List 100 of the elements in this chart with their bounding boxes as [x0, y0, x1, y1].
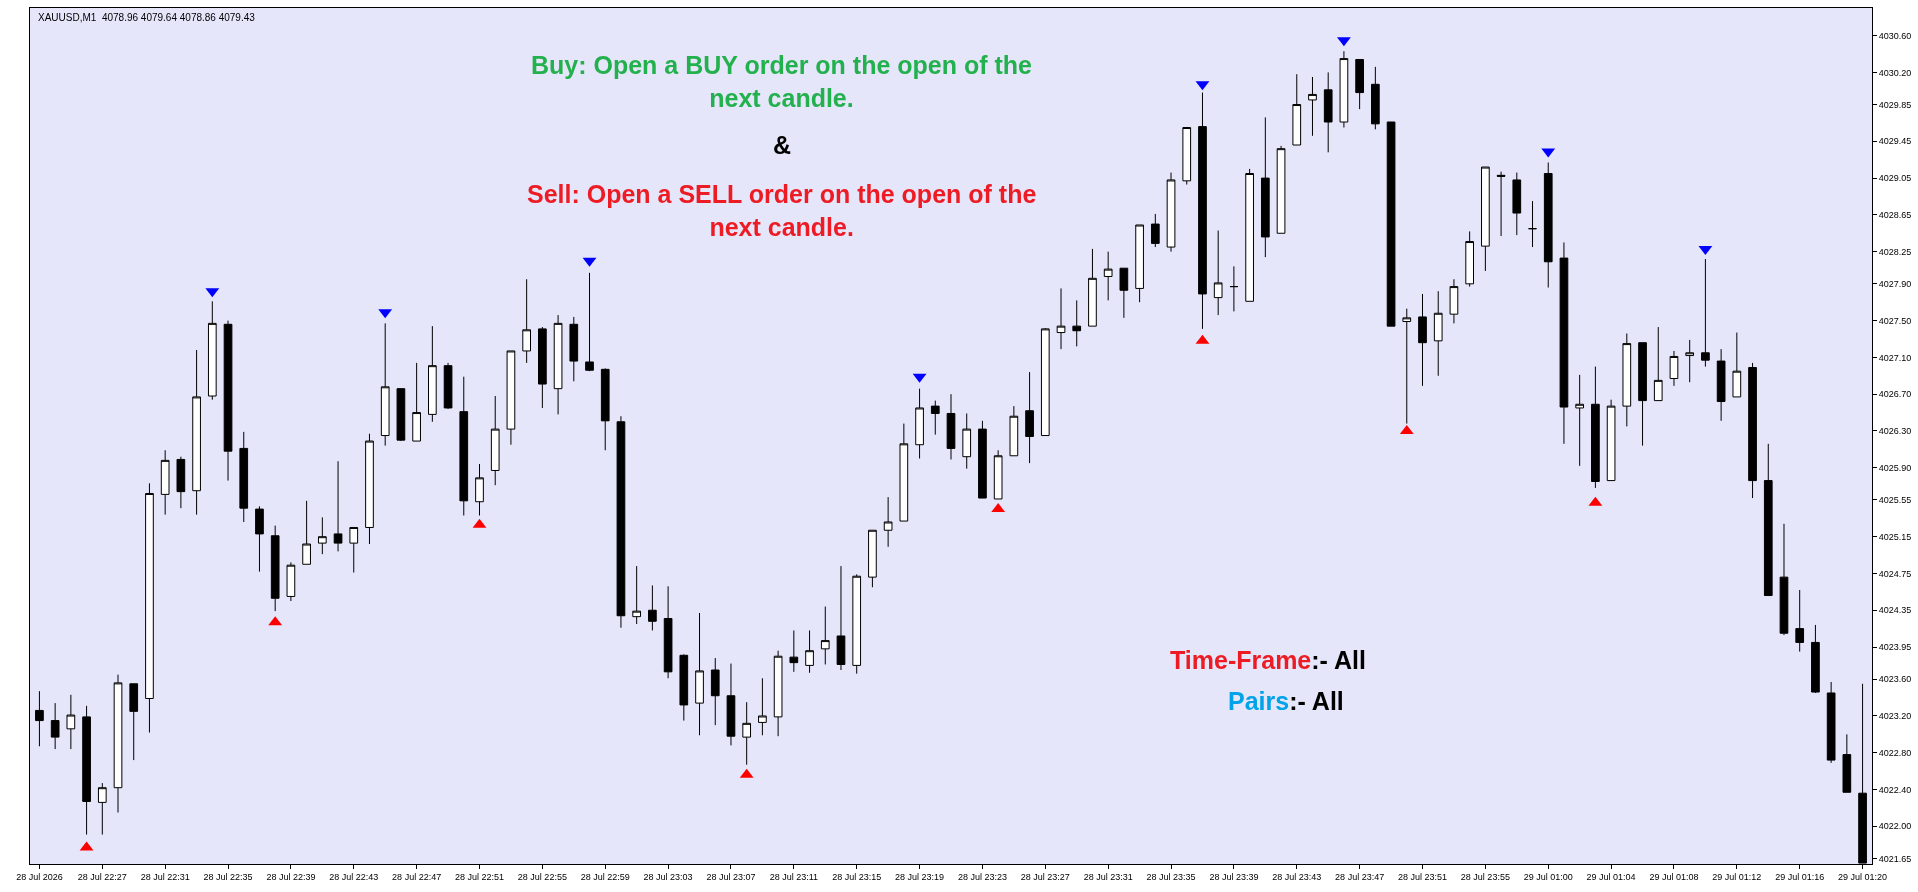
candlestick	[1072, 299, 1082, 347]
x-tick-label: 28 Jul 22:39	[266, 871, 316, 882]
x-tick-label: 28 Jul 23:55	[1460, 871, 1510, 882]
candlestick	[773, 650, 783, 737]
candlestick	[569, 316, 579, 382]
candlestick	[239, 431, 249, 523]
candlestick	[993, 449, 1003, 500]
y-tick-label: 4022.80	[1878, 747, 1912, 758]
y-tick-label: 4022.40	[1878, 784, 1912, 795]
candlestick	[66, 694, 76, 750]
candlestick	[380, 322, 390, 447]
candlestick	[1465, 230, 1474, 288]
x-tick-label: 28 Jul 22:27	[77, 871, 127, 882]
y-tick-label: 4024.75	[1878, 568, 1912, 579]
x-tick-label: 28 Jul 23:11	[769, 871, 819, 882]
candlestick	[1701, 258, 1710, 368]
y-tick-label: 4026.70	[1878, 389, 1912, 400]
y-tick-label: 4022.00	[1878, 821, 1912, 832]
candlestick	[490, 395, 500, 486]
candlestick	[97, 782, 107, 836]
y-tick-label: 4024.35	[1878, 605, 1912, 616]
x-tick-label: 29 Jul 01:16	[1775, 871, 1825, 882]
y-tick-label: 4029.85	[1878, 99, 1912, 110]
candlestick	[160, 449, 170, 516]
candlestick	[1559, 241, 1569, 445]
x-tick-label: 29 Jul 01:12	[1712, 871, 1762, 882]
candlestick	[600, 367, 610, 451]
x-tick-label: 29 Jul 01:04	[1586, 871, 1636, 882]
candlestick	[129, 683, 139, 761]
candlestick	[207, 300, 217, 401]
candlestick	[585, 272, 594, 372]
x-tick-label: 28 Jul 22:35	[203, 871, 253, 882]
candlestick	[35, 690, 44, 747]
y-tick-label: 4028.25	[1878, 246, 1912, 257]
candlestick	[1528, 200, 1537, 248]
x-tick-label: 28 Jul 23:23	[957, 871, 1007, 882]
candlestick	[1748, 362, 1757, 499]
candlestick	[302, 500, 311, 565]
candlestick	[1229, 265, 1239, 312]
y-tick-label: 4029.05	[1878, 173, 1912, 184]
candlestick	[1606, 399, 1616, 482]
candlestick	[1826, 681, 1836, 764]
candlestick	[1685, 339, 1695, 383]
candlestick	[915, 388, 924, 460]
candlestick	[1213, 230, 1223, 316]
x-tick-label: 29 Jul 01:20	[1838, 871, 1888, 882]
y-tick-label: 4027.90	[1878, 278, 1912, 289]
candlestick	[852, 573, 862, 675]
candlestick	[396, 388, 406, 442]
x-tick-label: 29 Jul 01:08	[1649, 871, 1699, 882]
candlestick	[1355, 58, 1364, 110]
x-tick-label: 28 Jul 22:51	[454, 871, 505, 882]
candlestick	[412, 362, 421, 442]
candlestick	[1575, 374, 1585, 467]
x-tick-label: 28 Jul 23:03	[643, 871, 693, 882]
x-tick-label: 29 Jul 01:00	[1523, 871, 1573, 882]
x-tick-label: 28 Jul 23:39	[1209, 871, 1259, 882]
candlestick	[648, 584, 657, 631]
candlestick	[710, 657, 720, 726]
candlestick	[365, 433, 374, 545]
candlestick	[82, 705, 91, 836]
y-tick-label: 4026.30	[1878, 426, 1912, 437]
candlestick	[1339, 50, 1349, 129]
x-tick-label: 28 Jul 22:43	[329, 871, 379, 882]
candlestick	[192, 349, 201, 516]
candlestick	[317, 516, 327, 555]
candlestick	[1811, 624, 1820, 694]
candlestick	[616, 415, 626, 629]
candlestick	[1669, 350, 1679, 387]
y-tick-label: 4030.60	[1878, 30, 1912, 41]
y-tick-label: 4030.20	[1878, 67, 1912, 78]
y-tick-label: 4029.45	[1878, 136, 1912, 147]
x-tick-label: 28 Jul 23:43	[1272, 871, 1322, 882]
candlestick	[962, 412, 972, 470]
candlestick	[632, 565, 642, 625]
annotation: Sell: Open a SELL order on the open of the next candle.	[527, 180, 1037, 241]
x-tick-label: 28 Jul 22:31	[140, 871, 190, 882]
x-tick-label: 28 Jul 23:47	[1335, 871, 1385, 882]
annotation: Pairs:- All	[1228, 687, 1344, 715]
y-tick-label: 4025.15	[1878, 531, 1912, 542]
candlestick	[349, 526, 359, 574]
candlestick	[459, 376, 469, 517]
candlestick	[1763, 443, 1773, 597]
candlestick	[1056, 287, 1066, 350]
candlestick	[1732, 332, 1742, 398]
candlestick	[443, 362, 453, 410]
candlestick	[726, 663, 736, 746]
candlestick	[1198, 92, 1207, 330]
x-tick-label: 28 Jul 23:27	[1020, 871, 1070, 882]
candlestick	[789, 629, 799, 673]
x-tick-label: 28 Jul 23:15	[832, 871, 882, 882]
candlestick	[1103, 251, 1113, 301]
candlestick	[176, 456, 186, 509]
chart-title: XAUUSD,M1 4078.96 4079.64 4078.86 4079.43	[38, 11, 256, 23]
candlestick	[1182, 127, 1192, 186]
y-tick-label: 4025.90	[1878, 462, 1912, 473]
candlestick	[836, 565, 846, 671]
candlestick	[223, 320, 233, 482]
candlestick	[820, 606, 830, 665]
candlestick	[506, 350, 516, 446]
